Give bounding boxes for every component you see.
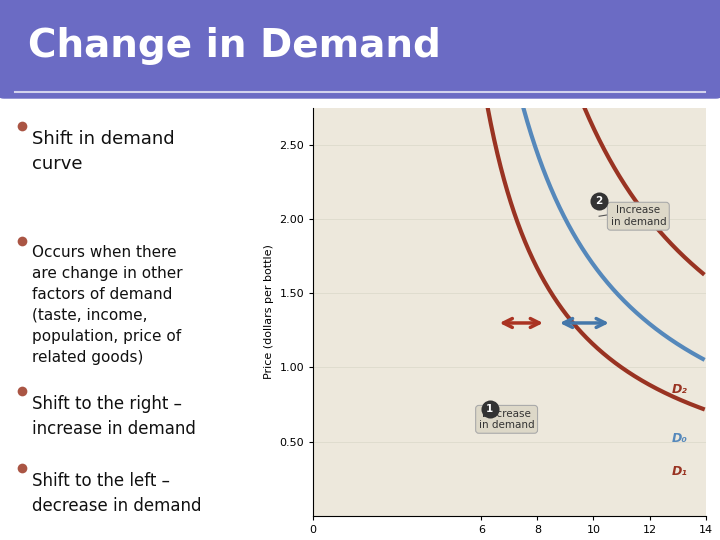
Text: D₂: D₂	[672, 383, 688, 396]
Text: Increase
in demand: Increase in demand	[611, 205, 666, 227]
Text: Shift to the left –
decrease in demand: Shift to the left – decrease in demand	[32, 472, 202, 515]
Text: Occurs when there
are change in other
factors of demand
(taste, income,
populati: Occurs when there are change in other fa…	[32, 245, 183, 365]
Text: 1: 1	[486, 404, 493, 414]
Y-axis label: Price (dollars per bottle): Price (dollars per bottle)	[264, 245, 274, 379]
Text: 2: 2	[595, 197, 603, 206]
Text: Change in Demand: Change in Demand	[28, 27, 441, 65]
Text: D₀: D₀	[672, 432, 688, 445]
Text: Shift to the right –
increase in demand: Shift to the right – increase in demand	[32, 395, 196, 438]
FancyBboxPatch shape	[0, 0, 720, 98]
Text: Decrease
in demand: Decrease in demand	[479, 409, 534, 430]
Text: D₁: D₁	[672, 465, 688, 478]
Text: Shift in demand
curve: Shift in demand curve	[32, 130, 175, 173]
